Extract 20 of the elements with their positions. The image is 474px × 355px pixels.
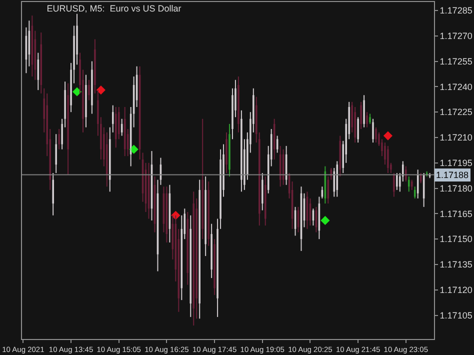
point: [383, 131, 393, 140]
y-tick-label: 1.17210: [440, 132, 472, 143]
y-tick-label: 1.17225: [440, 107, 472, 118]
y-tick-label: 1.17135: [440, 260, 472, 270]
y-tick-label: 1.17165: [440, 208, 472, 219]
y-tick-label: 1.17120: [440, 285, 472, 296]
point: [96, 86, 106, 95]
point: [72, 87, 82, 96]
y-tick-label: 1.17285: [440, 6, 472, 16]
chart-title: EURUSD, M5: Euro vs US Dollar: [46, 4, 182, 14]
y-tick-label: 1.17240: [440, 82, 472, 92]
ref-line-label: 1.17188: [436, 170, 469, 180]
y-tick-label: 1.17255: [440, 56, 472, 66]
y-tick-label: 1.17270: [440, 31, 472, 42]
y-tick-label: 1.17105: [440, 310, 472, 320]
point: [320, 216, 330, 226]
y-tick-label: 1.17150: [440, 234, 472, 244]
y-tick-label: 1.17180: [440, 183, 472, 194]
y-tick-label: 1.17195: [440, 158, 472, 168]
point: [129, 144, 138, 154]
